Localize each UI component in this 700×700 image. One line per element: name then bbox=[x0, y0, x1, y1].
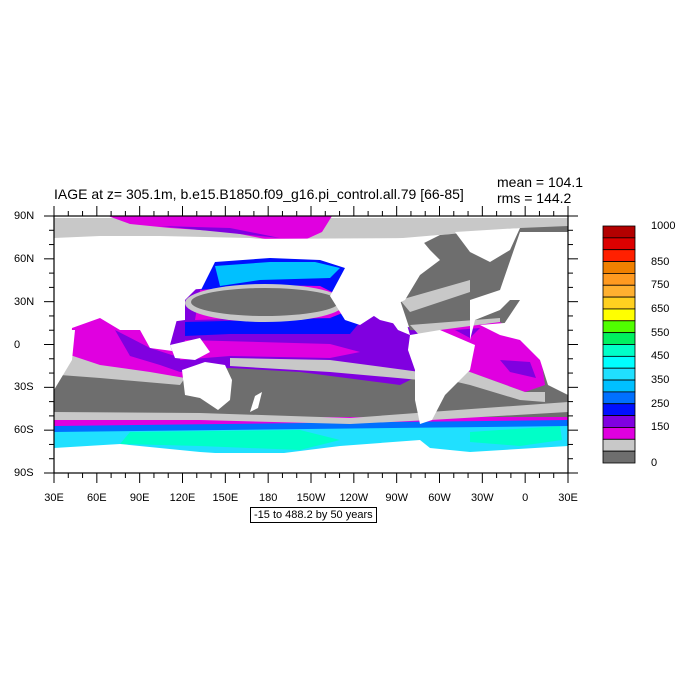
north-pacific-subpolar-cyan bbox=[215, 262, 340, 286]
colorbar-box bbox=[602, 308, 636, 322]
lon-tick-label: 60E bbox=[87, 492, 107, 504]
lon-tick-label: 120E bbox=[169, 492, 196, 504]
pacific-magenta-band bbox=[180, 340, 360, 360]
colorbar-box bbox=[602, 391, 636, 405]
colorbar-label: 550 bbox=[651, 326, 670, 339]
data-range-box: -15 to 488.2 by 50 years bbox=[250, 507, 377, 523]
colorbar-box bbox=[602, 379, 636, 393]
africa bbox=[480, 300, 568, 395]
maritime-continent bbox=[170, 338, 210, 360]
colorbar-box bbox=[602, 427, 636, 440]
europe-africa-north bbox=[470, 232, 568, 340]
colorbar-box bbox=[602, 415, 636, 428]
southern-ocean-aqua bbox=[120, 430, 340, 450]
lat-tick-label: 0 bbox=[14, 338, 21, 351]
colorbar-box bbox=[602, 272, 636, 286]
colorbar-box bbox=[602, 320, 636, 334]
lon-tick-label: 30E bbox=[44, 492, 64, 504]
axis-ticks bbox=[44, 206, 578, 483]
plot-title: IAGE at z= 305.1m, b.e15.B1850.f09_g16.p… bbox=[54, 186, 464, 202]
colorbar-box bbox=[602, 249, 636, 262]
colorbar-label: 850 bbox=[651, 255, 670, 268]
colorbar-label: 750 bbox=[651, 279, 670, 292]
colorbar-box bbox=[602, 332, 636, 345]
mean-stat: mean = 104.1 bbox=[497, 174, 584, 190]
colorbar-label: 650 bbox=[651, 302, 670, 315]
colorbar-box bbox=[602, 261, 636, 274]
colorbar-label: 250 bbox=[651, 397, 670, 410]
lon-tick-label: 150W bbox=[296, 492, 326, 504]
pacific-blue-band bbox=[185, 318, 360, 336]
colorbar-box bbox=[602, 450, 636, 464]
map-fields bbox=[54, 216, 568, 473]
lat-tick-label: 90N bbox=[14, 210, 35, 222]
south-america bbox=[408, 330, 475, 424]
colorbar-box bbox=[602, 237, 636, 251]
colorbar-label: 1000 bbox=[651, 220, 676, 232]
eurasia bbox=[54, 238, 420, 330]
indian-ocean-purple bbox=[115, 330, 180, 372]
colorbar-label: 450 bbox=[651, 350, 670, 363]
lon-tick-label: 150E bbox=[212, 492, 239, 504]
australia bbox=[182, 362, 232, 410]
colorbar-box bbox=[602, 284, 636, 298]
lat-tick-label: 60N bbox=[14, 252, 35, 265]
africa-west-edge bbox=[54, 330, 75, 390]
colorbar-box bbox=[602, 367, 636, 381]
north-america bbox=[330, 238, 440, 325]
antarctica bbox=[54, 453, 568, 473]
lon-tick-label: 30W bbox=[471, 492, 494, 504]
tropical-atlantic-purple bbox=[455, 328, 480, 338]
arctic-purple bbox=[160, 226, 300, 240]
greenland bbox=[455, 228, 520, 262]
new-zealand bbox=[250, 392, 262, 412]
lat-tick-label: 60S bbox=[14, 424, 34, 437]
colorbar-box bbox=[602, 403, 636, 417]
colorbar-label: 150 bbox=[651, 421, 670, 434]
rms-stat: rms = 144.2 bbox=[497, 190, 572, 206]
central-america bbox=[385, 312, 410, 335]
southern-ocean-aqua-atl bbox=[470, 426, 562, 446]
colorbar bbox=[602, 225, 636, 464]
lon-tick-label: 60W bbox=[428, 492, 451, 504]
colorbar-label: 350 bbox=[651, 374, 670, 387]
lon-tick-label: 90E bbox=[129, 492, 150, 504]
lon-tick-label: 120W bbox=[339, 492, 369, 504]
lon-tick-label: 180 bbox=[258, 492, 278, 504]
colorbar-box bbox=[602, 296, 636, 310]
colorbar-label: 0 bbox=[651, 457, 658, 469]
lon-tick-label: 0 bbox=[522, 492, 529, 504]
colorbar-box bbox=[602, 355, 636, 369]
north-pacific-gyre-darkgray bbox=[191, 288, 339, 316]
lat-tick-label: 30N bbox=[14, 295, 35, 308]
lat-tick-label: 90S bbox=[14, 467, 34, 479]
colorbar-box bbox=[602, 225, 636, 239]
lat-tick-label: 30S bbox=[14, 381, 34, 394]
lon-tick-label: 30E bbox=[558, 492, 578, 504]
colorbar-box bbox=[602, 344, 636, 357]
lon-tick-label: 90W bbox=[385, 492, 408, 504]
colorbar-box bbox=[602, 438, 636, 452]
